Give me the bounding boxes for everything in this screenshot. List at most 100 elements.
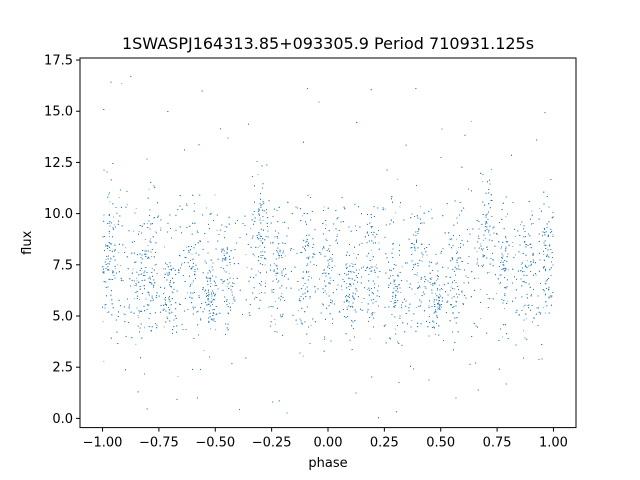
data-point xyxy=(500,248,502,250)
data-point xyxy=(374,266,376,268)
data-point xyxy=(374,312,376,314)
data-point xyxy=(274,323,276,325)
data-point xyxy=(353,252,355,254)
data-point xyxy=(254,255,255,257)
data-point xyxy=(371,227,372,229)
data-point xyxy=(278,252,279,254)
data-point xyxy=(113,224,115,226)
data-point xyxy=(274,264,276,266)
data-point xyxy=(456,259,458,261)
data-point xyxy=(336,238,338,240)
data-point xyxy=(302,285,304,286)
data-point xyxy=(523,306,525,308)
data-point xyxy=(299,298,300,300)
data-point xyxy=(204,291,205,292)
data-point xyxy=(293,249,295,250)
data-point xyxy=(325,224,327,226)
data-point xyxy=(281,293,283,294)
data-point xyxy=(105,244,107,246)
data-point xyxy=(211,297,213,299)
data-point xyxy=(120,265,122,266)
data-point xyxy=(210,312,211,314)
data-point xyxy=(132,268,134,270)
data-point xyxy=(394,279,396,281)
data-point xyxy=(245,254,247,256)
data-point xyxy=(486,247,488,249)
data-point xyxy=(274,301,276,302)
data-point xyxy=(450,290,451,291)
data-point xyxy=(210,283,212,284)
data-point xyxy=(222,283,224,284)
data-point xyxy=(399,206,401,208)
data-point xyxy=(346,307,348,309)
data-point xyxy=(145,239,146,240)
data-point xyxy=(164,246,165,248)
data-point xyxy=(482,248,484,249)
data-point xyxy=(437,308,439,310)
data-point xyxy=(543,307,545,309)
data-point xyxy=(203,350,205,351)
data-point xyxy=(523,270,525,272)
data-point xyxy=(211,294,213,295)
data-point xyxy=(128,307,130,309)
data-point xyxy=(162,268,164,270)
data-point xyxy=(397,178,399,180)
data-point xyxy=(154,231,156,233)
data-point xyxy=(416,272,418,274)
data-point xyxy=(209,294,210,296)
data-point xyxy=(135,343,137,345)
data-point xyxy=(115,267,117,269)
data-point xyxy=(113,216,115,218)
data-point xyxy=(282,222,284,224)
data-point xyxy=(431,277,433,279)
data-point xyxy=(378,242,380,244)
data-point xyxy=(534,317,536,319)
data-point xyxy=(258,270,259,272)
data-point xyxy=(285,255,286,257)
data-point xyxy=(264,264,266,266)
data-point xyxy=(109,201,111,203)
data-point xyxy=(273,263,275,264)
data-point xyxy=(126,204,128,206)
data-point xyxy=(109,236,110,238)
data-point xyxy=(401,266,403,268)
data-point xyxy=(191,298,193,300)
data-point xyxy=(109,223,110,224)
data-point xyxy=(194,203,195,204)
data-point xyxy=(165,300,166,302)
data-point xyxy=(228,302,230,304)
data-point xyxy=(118,196,120,198)
data-point xyxy=(302,215,304,217)
data-point xyxy=(441,288,443,290)
data-point xyxy=(147,223,149,225)
data-point xyxy=(110,257,112,259)
data-point xyxy=(512,246,514,248)
data-point xyxy=(328,282,330,283)
data-point xyxy=(430,283,432,285)
data-point xyxy=(305,288,307,290)
data-point xyxy=(108,194,109,196)
data-point xyxy=(435,293,437,295)
data-point xyxy=(495,292,497,294)
data-point xyxy=(210,328,211,330)
data-point xyxy=(275,274,277,276)
data-point xyxy=(331,269,332,271)
data-point xyxy=(346,283,348,285)
data-point xyxy=(273,291,274,293)
data-point xyxy=(232,302,234,304)
data-point xyxy=(372,266,374,268)
data-point xyxy=(420,205,421,207)
data-point xyxy=(453,288,455,290)
data-point xyxy=(531,293,532,295)
data-point xyxy=(505,216,507,218)
data-point xyxy=(186,246,187,248)
data-point xyxy=(394,280,395,282)
data-point xyxy=(171,291,173,293)
data-point xyxy=(415,307,417,308)
data-point xyxy=(148,188,150,190)
data-point xyxy=(133,230,134,232)
data-point xyxy=(552,234,554,236)
data-point xyxy=(370,249,372,251)
data-point xyxy=(216,230,218,231)
